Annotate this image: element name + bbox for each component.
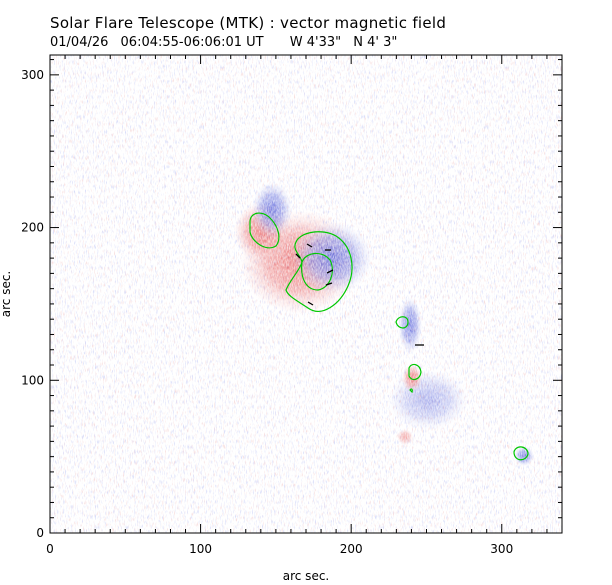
image-title: Solar Flare Telescope (MTK) : vector mag… — [50, 14, 447, 32]
observation-info: 01/04/26 06:04:55-06:06:01 UT W 4'33" N … — [50, 35, 405, 50]
observation-time: 06:04:55-06:06:01 UT — [120, 35, 264, 50]
y-axis-label: arc sec. — [0, 271, 13, 317]
negative-spot-east — [514, 446, 534, 466]
x-tick-label: 100 — [189, 542, 212, 556]
vector — [295, 253, 301, 259]
vector — [307, 301, 314, 306]
tick-labels: 0 100 200 300 0 100 200 300 — [21, 68, 513, 556]
y-tick-label: 0 — [36, 526, 44, 540]
x-tick-label: 0 — [46, 542, 54, 556]
contour-small-3 — [409, 388, 413, 394]
negative-polarity-main — [292, 222, 372, 294]
x-tick-label: 300 — [490, 542, 513, 556]
vector — [325, 282, 333, 286]
contour-west — [249, 212, 280, 249]
magnetogram-image — [50, 55, 562, 533]
positive-spot-small — [402, 364, 422, 392]
contour-small-2 — [408, 363, 422, 381]
contour-small-1 — [395, 316, 409, 329]
negative-polarity-north — [252, 182, 292, 238]
umbra-contours — [249, 212, 529, 461]
positive-fleck — [397, 429, 413, 445]
y-tick-label: 300 — [21, 68, 44, 82]
observation-date: 01/04/26 — [50, 35, 109, 50]
negative-spot-small-1 — [398, 297, 422, 353]
negative-plage — [388, 370, 468, 430]
field-vectors — [295, 243, 424, 346]
contour-inner — [301, 252, 333, 291]
position-west: W 4'33" — [289, 35, 342, 50]
axis-ticks — [49, 55, 563, 534]
vector — [306, 243, 313, 248]
y-tick-label: 100 — [21, 373, 44, 387]
x-tick-label: 200 — [340, 542, 363, 556]
active-region — [234, 182, 534, 466]
y-tick-label: 200 — [21, 221, 44, 235]
contour-east — [513, 446, 529, 461]
position-north: N 4' 3" — [353, 35, 398, 50]
x-axis-label: arc sec. — [283, 569, 329, 583]
vector — [326, 269, 334, 274]
